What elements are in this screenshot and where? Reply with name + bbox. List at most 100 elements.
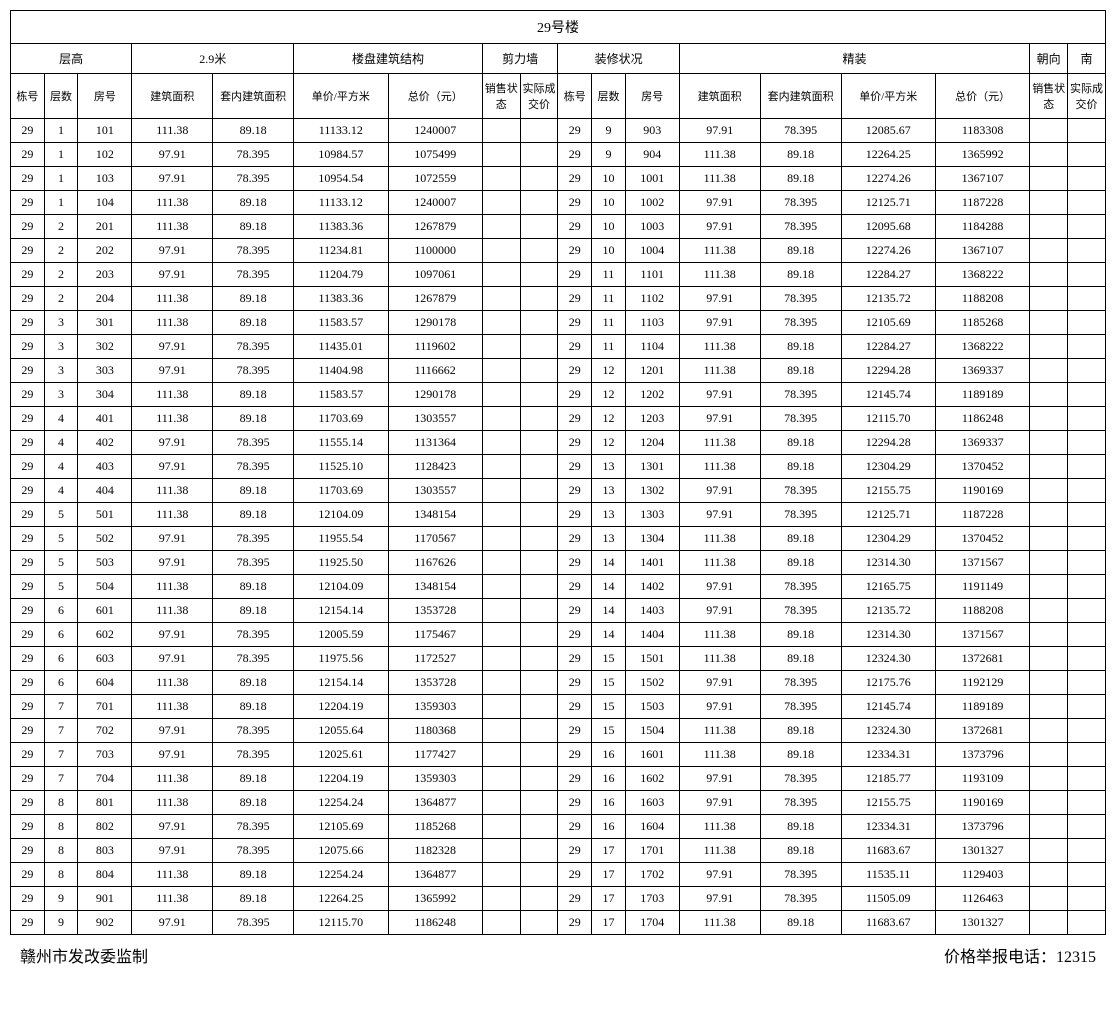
table-row: 29880297.9178.39512105.69118526829161604…: [11, 815, 1106, 839]
table-cell: 11133.12: [294, 191, 388, 215]
table-cell: [1030, 527, 1068, 551]
table-cell: 1129403: [935, 863, 1029, 887]
table-cell: [520, 335, 558, 359]
table-cell: 4: [44, 407, 78, 431]
table-title: 29号楼: [11, 11, 1106, 44]
table-cell: 13: [592, 527, 626, 551]
table-cell: 97.91: [132, 263, 213, 287]
table-cell: 1180368: [388, 719, 482, 743]
table-cell: 78.395: [213, 263, 294, 287]
table-cell: 12165.75: [841, 575, 935, 599]
table-cell: 1367107: [935, 167, 1029, 191]
price-table: 29号楼 层高 2.9米 楼盘建筑结构 剪力墙 装修状况 精装 朝向 南 栋号层…: [10, 10, 1106, 935]
table-cell: 29: [11, 743, 45, 767]
table-cell: [1068, 623, 1106, 647]
table-cell: 11: [592, 311, 626, 335]
table-cell: 111.38: [679, 239, 760, 263]
table-row: 29770297.9178.39512055.64118036829151504…: [11, 719, 1106, 743]
table-cell: [1030, 623, 1068, 647]
table-cell: 97.91: [132, 815, 213, 839]
table-cell: 78.395: [760, 863, 841, 887]
table-cell: 1101: [625, 263, 679, 287]
table-cell: [1068, 431, 1106, 455]
table-cell: [1068, 287, 1106, 311]
table-cell: 1188208: [935, 287, 1029, 311]
table-cell: 1365992: [388, 887, 482, 911]
table-cell: 111.38: [679, 743, 760, 767]
table-cell: [1068, 839, 1106, 863]
table-cell: 12105.69: [294, 815, 388, 839]
table-cell: [1030, 863, 1068, 887]
table-cell: 29: [11, 887, 45, 911]
table-cell: [1068, 743, 1106, 767]
table-cell: 78.395: [213, 335, 294, 359]
table-cell: 15: [592, 695, 626, 719]
table-cell: 29: [11, 263, 45, 287]
table-cell: [482, 743, 520, 767]
table-cell: 78.395: [213, 455, 294, 479]
table-cell: 89.18: [760, 527, 841, 551]
column-header: 建筑面积: [679, 74, 760, 119]
table-cell: 111.38: [132, 671, 213, 695]
table-cell: 1359303: [388, 767, 482, 791]
table-cell: 97.91: [132, 335, 213, 359]
table-cell: 29: [11, 815, 45, 839]
table-cell: 12324.30: [841, 647, 935, 671]
table-cell: 111.38: [132, 119, 213, 143]
table-cell: 701: [78, 695, 132, 719]
table-cell: 1172527: [388, 647, 482, 671]
table-cell: 111.38: [132, 503, 213, 527]
table-cell: 11925.50: [294, 551, 388, 575]
table-cell: 1504: [625, 719, 679, 743]
table-cell: [520, 791, 558, 815]
table-cell: 1372681: [935, 647, 1029, 671]
table-cell: 97.91: [132, 647, 213, 671]
table-cell: 78.395: [213, 551, 294, 575]
table-cell: 1075499: [388, 143, 482, 167]
table-cell: 12264.25: [294, 887, 388, 911]
table-cell: 29: [558, 863, 592, 887]
table-cell: 12104.09: [294, 503, 388, 527]
table-cell: 89.18: [760, 143, 841, 167]
table-cell: 29: [11, 119, 45, 143]
table-cell: 89.18: [213, 479, 294, 503]
table-cell: 12125.71: [841, 503, 935, 527]
table-cell: 78.395: [760, 407, 841, 431]
header-south: 南: [1068, 44, 1106, 74]
table-cell: 29: [11, 143, 45, 167]
table-cell: 1240007: [388, 119, 482, 143]
table-cell: [1068, 863, 1106, 887]
table-cell: 97.91: [679, 479, 760, 503]
table-cell: [1030, 479, 1068, 503]
table-cell: 97.91: [132, 167, 213, 191]
table-cell: 14: [592, 551, 626, 575]
table-cell: 15: [592, 647, 626, 671]
table-cell: [482, 263, 520, 287]
table-cell: 111.38: [132, 311, 213, 335]
table-row: 29440297.9178.39511555.14113136429121204…: [11, 431, 1106, 455]
table-cell: 97.91: [132, 527, 213, 551]
table-cell: 78.395: [213, 527, 294, 551]
column-header: 建筑面积: [132, 74, 213, 119]
table-cell: 29: [558, 383, 592, 407]
column-header: 房号: [78, 74, 132, 119]
table-cell: 12304.29: [841, 527, 935, 551]
table-cell: 15: [592, 671, 626, 695]
table-cell: 1126463: [935, 887, 1029, 911]
table-cell: 11: [592, 335, 626, 359]
table-cell: 1187228: [935, 191, 1029, 215]
table-cell: 1004: [625, 239, 679, 263]
table-cell: 9: [44, 911, 78, 935]
table-cell: 29: [11, 335, 45, 359]
table-cell: 78.395: [760, 191, 841, 215]
table-cell: 78.395: [213, 167, 294, 191]
table-cell: 78.395: [213, 743, 294, 767]
table-cell: [482, 647, 520, 671]
table-cell: [482, 671, 520, 695]
table-cell: 901: [78, 887, 132, 911]
table-cell: 89.18: [213, 791, 294, 815]
table-cell: 11383.36: [294, 215, 388, 239]
table-cell: [482, 215, 520, 239]
table-cell: 97.91: [679, 407, 760, 431]
table-cell: 1371567: [935, 623, 1029, 647]
